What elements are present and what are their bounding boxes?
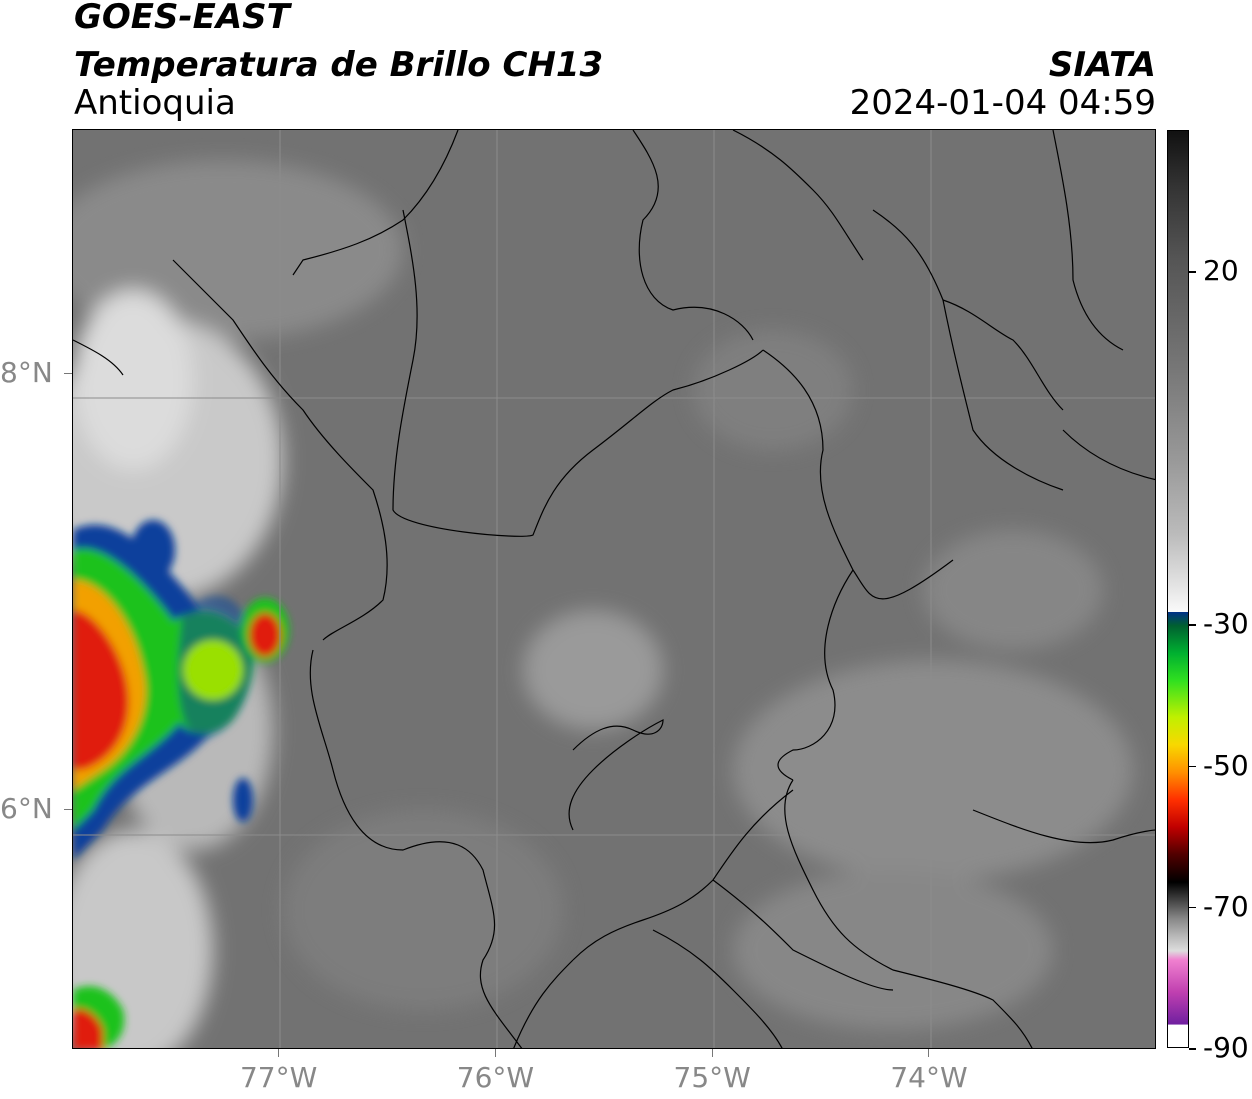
y-tick-mark — [64, 809, 72, 811]
x-tick-mark — [494, 1049, 496, 1057]
colorbar-tick-mark — [1189, 765, 1196, 768]
colorbar-tick-label: -90 — [1203, 1031, 1249, 1064]
title-line-2: Temperatura de Brillo CH13 — [74, 45, 604, 85]
title-line-1: GOES-EAST — [74, 0, 290, 37]
x-tick-label: 77°W — [239, 1061, 318, 1094]
map-canvas — [73, 130, 1155, 1048]
x-tick-mark — [277, 1049, 279, 1057]
timestamp-label: 2024-01-04 04:59 — [849, 83, 1156, 123]
cloud-texture — [73, 160, 1133, 1048]
satellite-map — [72, 129, 1156, 1049]
y-tick-label: 8°N — [0, 356, 53, 390]
boundary-lines — [73, 130, 1155, 1048]
y-tick-mark — [64, 373, 72, 375]
graticule — [73, 130, 1155, 1048]
colorbar-tick-label: -30 — [1203, 607, 1249, 641]
x-tick-mark — [711, 1049, 713, 1057]
x-tick-label: 76°W — [456, 1061, 535, 1094]
x-tick-label: 75°W — [673, 1061, 751, 1094]
colorbar-tick-mark — [1189, 271, 1196, 273]
y-tick-label: 6°N — [0, 792, 53, 826]
colorbar-tick-mark — [1189, 906, 1196, 909]
colorbar-tick-mark — [1189, 1048, 1196, 1050]
colorbar-tick-label: -50 — [1203, 748, 1249, 782]
colorbar-tick-mark — [1189, 624, 1196, 626]
colorbar-tick-label: 20 — [1203, 254, 1239, 288]
x-tick-mark — [928, 1049, 930, 1057]
agency-label: SIATA — [1048, 45, 1156, 85]
colorbar — [1167, 130, 1189, 1048]
cold-cloud-cluster — [73, 520, 289, 1048]
x-tick-label: 74°W — [890, 1061, 968, 1094]
colorbar-tick-label: -70 — [1203, 889, 1249, 923]
region-label: Antioquia — [74, 83, 236, 123]
